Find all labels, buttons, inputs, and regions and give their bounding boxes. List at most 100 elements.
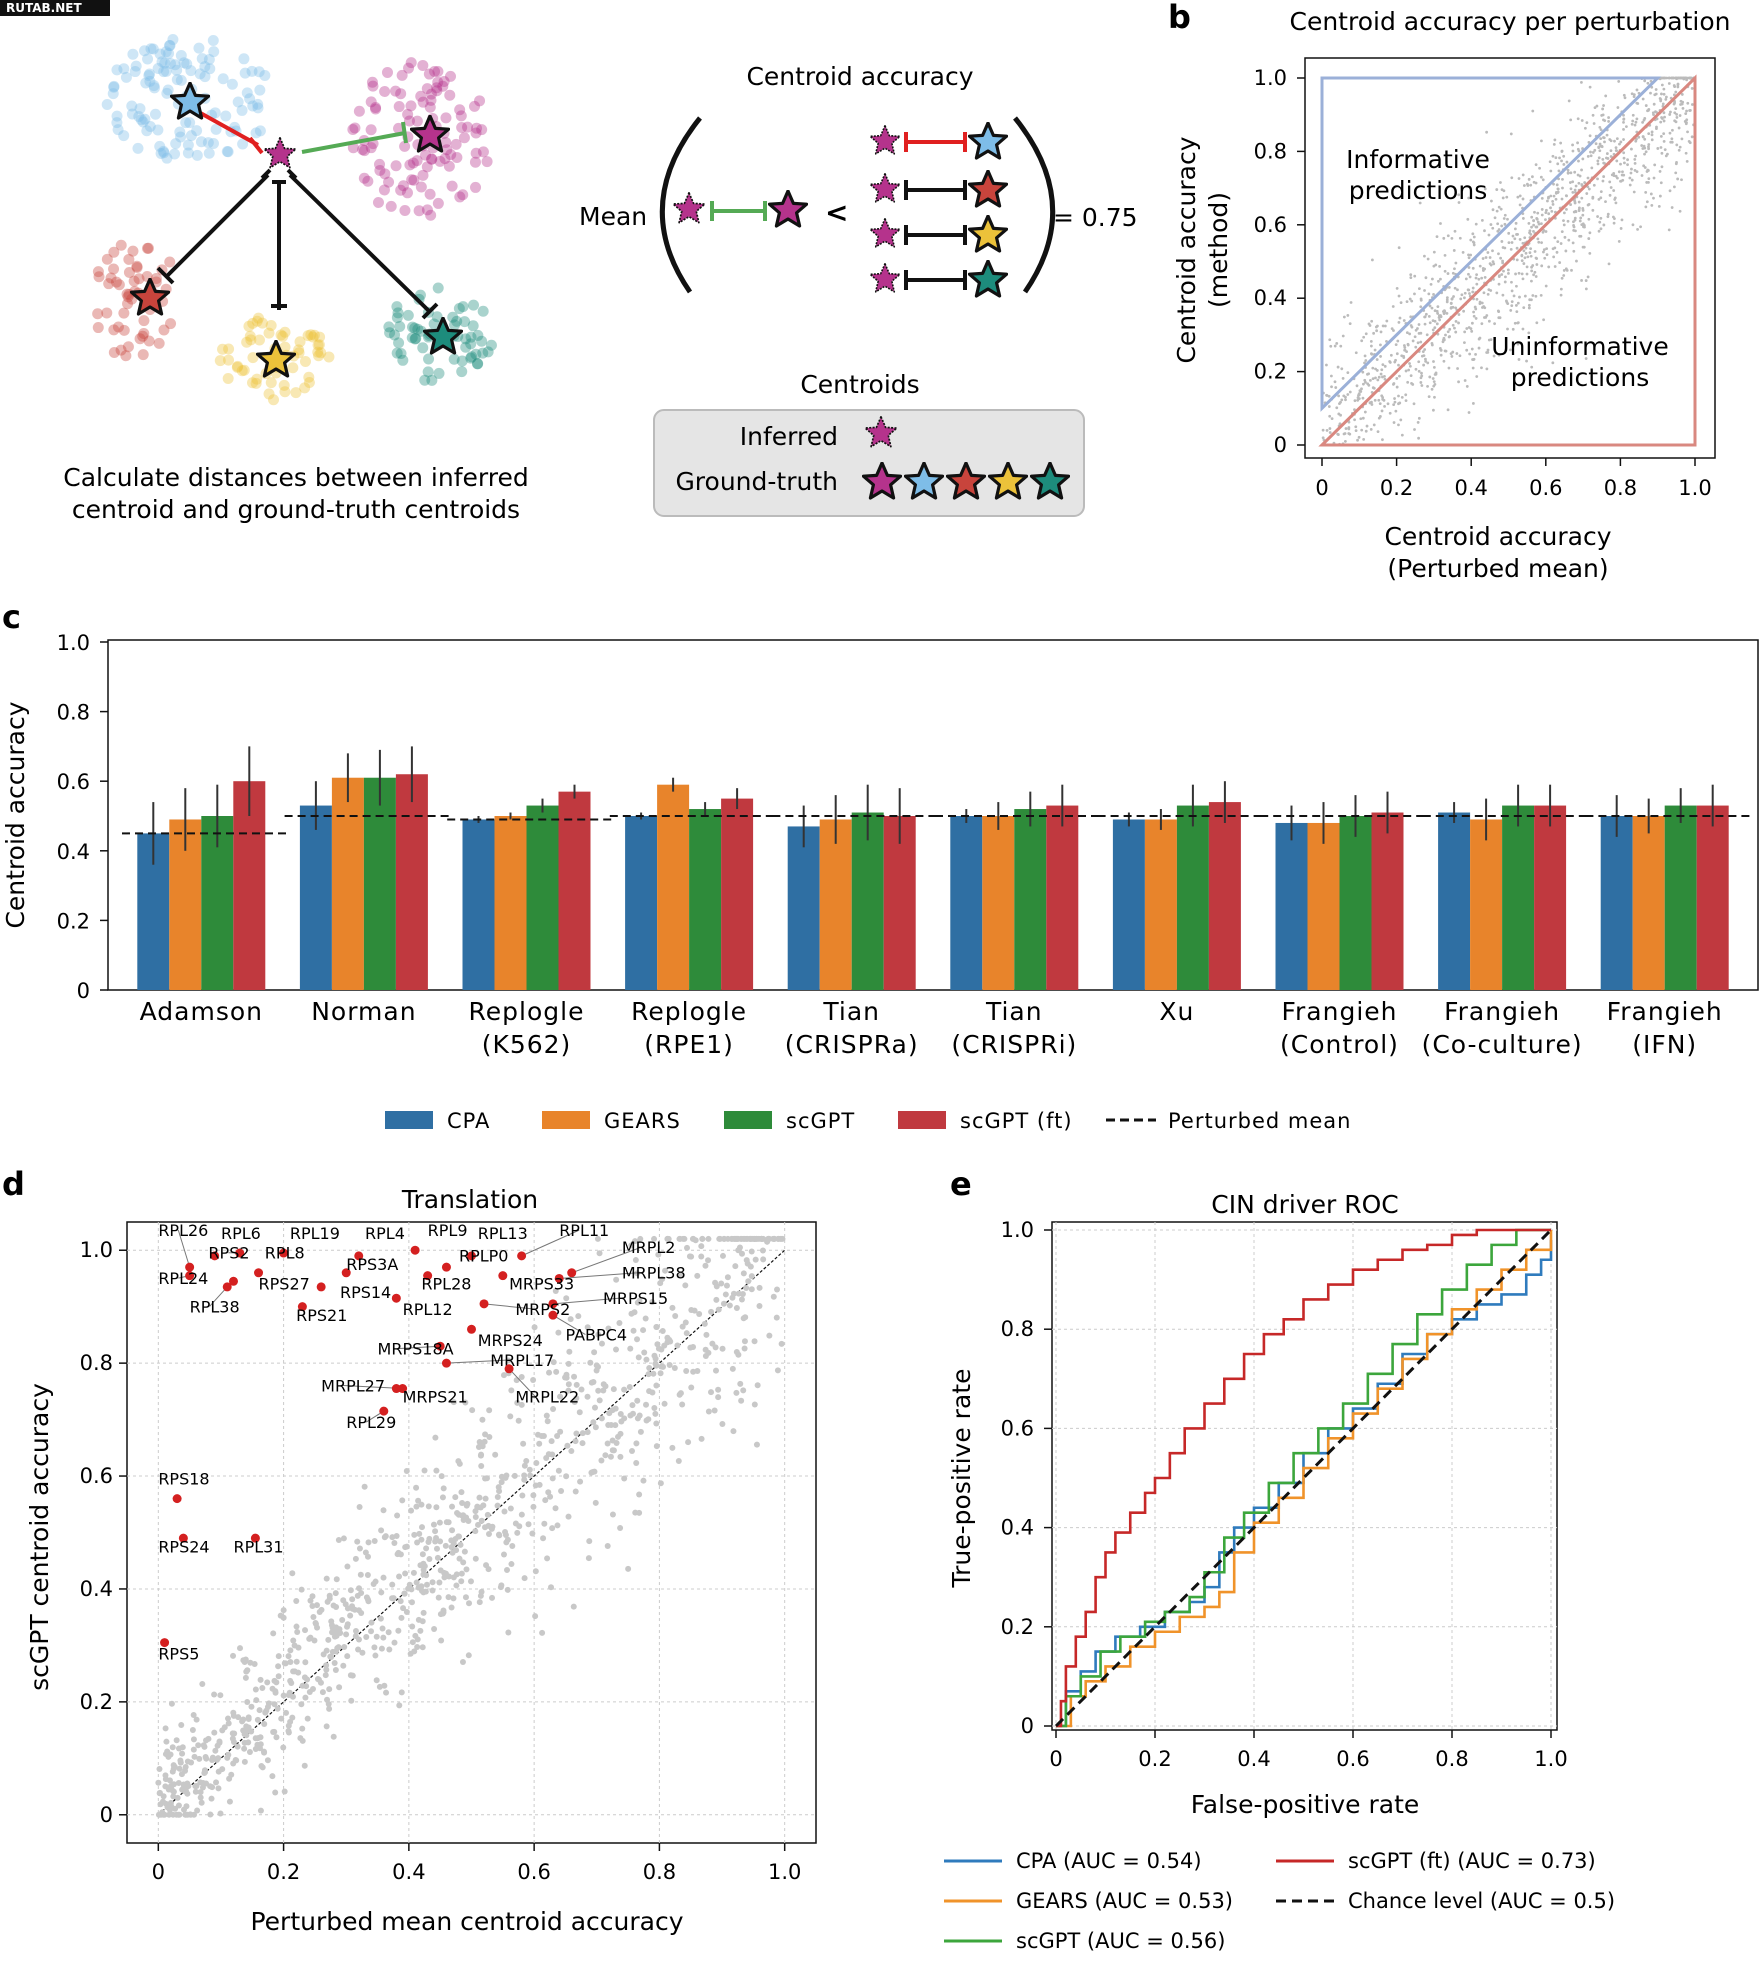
scatter-point — [453, 1582, 460, 1589]
scatter-point — [1650, 138, 1654, 142]
scatter-point — [1430, 341, 1434, 345]
scatter-point — [642, 1315, 649, 1322]
scatter-point — [1343, 440, 1347, 443]
scatter-point — [1565, 208, 1568, 211]
scatter-point — [653, 1323, 660, 1330]
cluster-dot — [451, 151, 463, 163]
scatter-point — [1599, 137, 1603, 141]
scatter-point — [385, 1629, 392, 1636]
scatter-point — [702, 1352, 709, 1359]
cluster-dot — [477, 146, 489, 158]
cluster-dot — [365, 124, 377, 136]
cluster-dot — [251, 315, 263, 327]
scatter-point — [684, 1244, 691, 1251]
distance-cap — [286, 168, 298, 180]
scatter-point — [1663, 115, 1666, 119]
scatter-point — [1562, 269, 1566, 272]
scatter-point — [448, 1544, 455, 1551]
scatter-point — [1463, 330, 1467, 334]
cluster-dot — [399, 140, 411, 152]
panel-b-regions — [1318, 74, 1697, 447]
scatter-point — [209, 1756, 216, 1763]
cluster-dot — [367, 80, 379, 92]
category-label: Tian — [822, 997, 880, 1026]
scatter-point — [1361, 370, 1365, 374]
bar — [1014, 809, 1047, 990]
scatter-point — [168, 1802, 175, 1809]
scatter-point — [1625, 125, 1628, 129]
cluster-dot — [406, 174, 418, 186]
scatter-point — [1676, 177, 1680, 181]
scatter-point — [1658, 194, 1662, 198]
cluster-dot — [471, 122, 483, 134]
scatter-point — [391, 1540, 398, 1547]
bar — [1339, 816, 1372, 990]
scatter-point — [515, 1417, 522, 1424]
scatter-point — [733, 1304, 740, 1311]
scatter-point — [1584, 357, 1588, 360]
cluster-dot — [129, 66, 141, 78]
scatter-point — [176, 1765, 183, 1772]
scatter-point — [1615, 159, 1619, 163]
scatter-point — [1550, 209, 1554, 213]
scatter-point — [1428, 304, 1432, 308]
scatter-point — [1686, 130, 1689, 134]
scatter-point — [1677, 148, 1681, 152]
scatter-point — [275, 1663, 282, 1670]
bar — [462, 819, 495, 990]
scatter-point — [1596, 215, 1599, 218]
scatter-point — [1485, 351, 1489, 354]
scatter-point — [418, 1524, 425, 1531]
scatter-point — [584, 1429, 591, 1436]
gene-label: RPS18 — [158, 1470, 209, 1489]
scatter-point — [730, 1428, 737, 1435]
bar — [721, 798, 754, 990]
scatter-point — [1552, 194, 1556, 198]
scatter-point — [1486, 348, 1490, 352]
cluster-dot — [408, 174, 420, 186]
scatter-point — [170, 1762, 177, 1769]
scatter-point — [192, 1783, 199, 1790]
scatter-point — [400, 1605, 407, 1612]
scatter-point — [1539, 175, 1543, 179]
category-label: (RPE1) — [644, 1030, 734, 1059]
scatter-point — [208, 1795, 215, 1802]
scatter-point — [1662, 139, 1666, 143]
y-tick-label: 0.6 — [1254, 213, 1287, 237]
scatter-point — [453, 1571, 460, 1578]
scatter-point — [1583, 126, 1587, 130]
scatter-point — [509, 1542, 516, 1549]
scatter-point — [1521, 173, 1525, 177]
scatter-point — [687, 1344, 694, 1351]
scatter-point — [1675, 116, 1679, 119]
scatter-point — [530, 1503, 537, 1510]
scatter-point — [1423, 348, 1427, 351]
cluster-dot — [196, 53, 208, 65]
x-tick-label: 0.2 — [1138, 1747, 1171, 1771]
scatter-point — [1413, 428, 1416, 431]
scatter-point — [1383, 324, 1387, 328]
scatter-point — [1489, 223, 1493, 226]
scatter-point — [1544, 230, 1548, 233]
scatter-point — [1607, 120, 1610, 123]
scatter-point — [175, 1811, 182, 1818]
cluster-dot — [252, 102, 264, 114]
y-tick-label: 0.8 — [1001, 1317, 1034, 1341]
scatter-point — [590, 1419, 597, 1426]
cluster-dot — [434, 155, 446, 167]
cluster-dot — [144, 120, 156, 132]
scatter-point — [1542, 250, 1545, 254]
scatter-point — [1660, 83, 1664, 87]
scatter-point — [293, 1598, 300, 1605]
highlighted-point — [185, 1271, 195, 1281]
scatter-point — [1483, 276, 1487, 279]
scatter-point — [323, 1575, 330, 1582]
scatter-point — [1680, 93, 1684, 96]
scatter-point — [612, 1346, 619, 1353]
cluster-dot — [223, 343, 235, 355]
scatter-point — [265, 1700, 272, 1707]
scatter-point — [434, 1554, 441, 1561]
scatter-point — [192, 1788, 199, 1795]
scatter-point — [1468, 352, 1472, 356]
scatter-point — [459, 1659, 466, 1666]
